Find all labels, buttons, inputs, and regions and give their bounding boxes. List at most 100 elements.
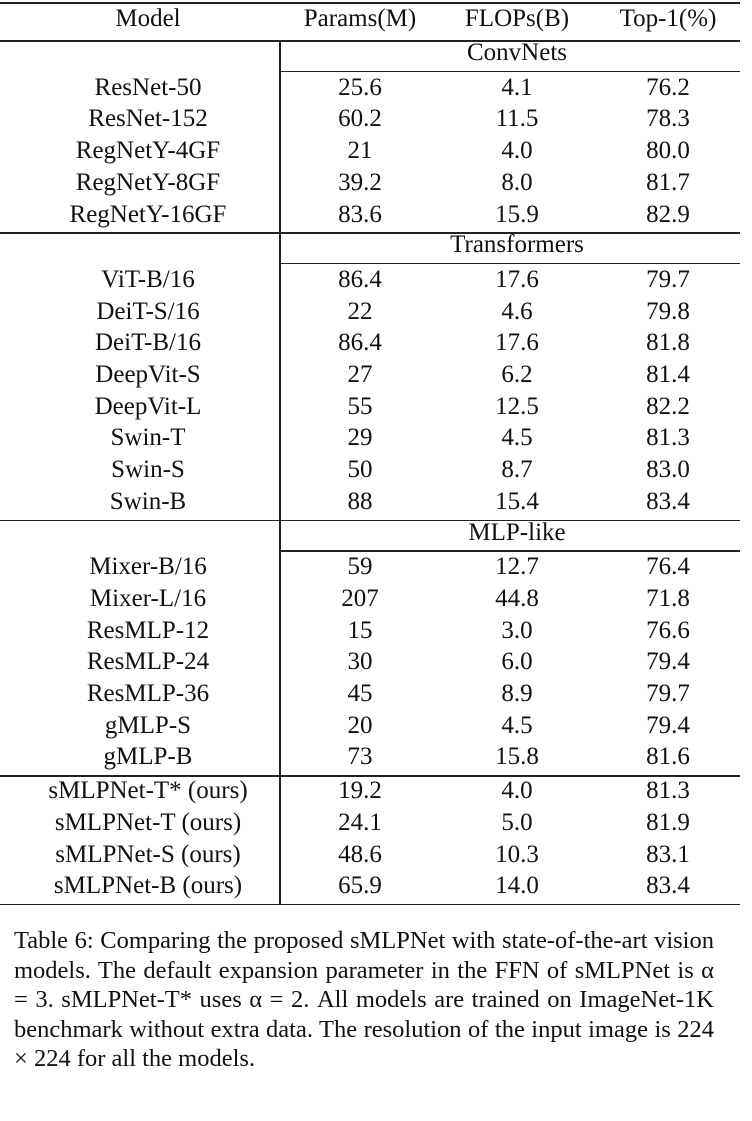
table-cell: 83.4 bbox=[646, 872, 690, 900]
table-cell: 81.6 bbox=[646, 743, 690, 771]
table-cell: 83.1 bbox=[646, 840, 690, 868]
rule bbox=[279, 262, 740, 265]
table-cell: 83.4 bbox=[646, 487, 690, 515]
table-cell: 207 bbox=[341, 584, 379, 612]
table-cell: ResMLP-12 bbox=[86, 616, 210, 644]
table-cell: RegNetY-16GF bbox=[69, 200, 227, 228]
group-label: Transformers bbox=[450, 231, 584, 259]
table-cell: 44.8 bbox=[495, 584, 539, 612]
table-cell: 22 bbox=[347, 297, 373, 325]
table-cell: DeepVit-S bbox=[95, 361, 201, 388]
table-cell: 45 bbox=[347, 680, 373, 707]
table-cell: 19.2 bbox=[338, 777, 382, 805]
table-cell: 79.4 bbox=[646, 648, 690, 676]
table-cell: 4.0 bbox=[501, 137, 533, 165]
table-cell: 81.3 bbox=[646, 777, 690, 805]
table-cell: Swin-T bbox=[110, 424, 186, 452]
table-cell: 11.5 bbox=[495, 105, 539, 133]
table-cell: 79.7 bbox=[646, 265, 690, 293]
group-label: ConvNets bbox=[467, 39, 567, 66]
table-cell: 81.7 bbox=[646, 168, 690, 196]
table-cell: 86.4 bbox=[338, 329, 382, 357]
rule bbox=[0, 775, 740, 777]
table-cell: 8.9 bbox=[501, 680, 533, 707]
table-cell: ResMLP-24 bbox=[86, 648, 210, 676]
table-cell: ResNet-152 bbox=[88, 105, 208, 133]
table-cell: 4.1 bbox=[501, 73, 533, 101]
table-cell: 81.8 bbox=[646, 329, 690, 357]
table-cell: 83.6 bbox=[338, 200, 382, 228]
table-cell: 15.4 bbox=[495, 487, 539, 515]
table-cell: 78.3 bbox=[646, 105, 690, 133]
table-cell: 88 bbox=[347, 487, 373, 515]
table-cell: DeiT-S/16 bbox=[96, 297, 200, 325]
table-cell: 5.0 bbox=[501, 808, 533, 836]
table-cell: 83.0 bbox=[646, 456, 690, 484]
table-cell: gMLP-S bbox=[104, 711, 192, 739]
table-cell: 10.3 bbox=[495, 840, 539, 868]
table-cell: RegNetY-4GF bbox=[75, 137, 221, 165]
table-cell: 15.8 bbox=[495, 743, 539, 771]
table-cell: 21 bbox=[347, 137, 373, 165]
table-cell: 71.8 bbox=[646, 584, 690, 612]
rule bbox=[0, 903, 740, 906]
table-cell: 6.2 bbox=[501, 361, 533, 388]
table-cell: 50 bbox=[347, 456, 373, 484]
table-cell: 81.9 bbox=[646, 808, 690, 836]
table-cell: 81.4 bbox=[646, 361, 690, 388]
table-cell: 76.2 bbox=[646, 73, 690, 101]
table-cell: ResNet-50 bbox=[94, 73, 202, 101]
table-cell: 15.9 bbox=[495, 200, 539, 228]
table-cell: 14.0 bbox=[495, 872, 539, 900]
table-cell: RegNetY-8GF bbox=[75, 168, 221, 196]
table-cell: 82.9 bbox=[646, 200, 690, 228]
rule bbox=[0, 2, 740, 4]
header-cell: Model bbox=[115, 5, 181, 32]
table-cell: sMLPNet-B (ours) bbox=[53, 872, 243, 900]
table-cell: 79.7 bbox=[646, 680, 690, 707]
table-cell: sMLPNet-T* (ours) bbox=[48, 777, 248, 805]
table-cell: 60.2 bbox=[338, 105, 382, 133]
table-cell: 6.0 bbox=[501, 648, 533, 676]
table-cell: 3.0 bbox=[501, 616, 533, 644]
table-cell: 65.9 bbox=[338, 872, 382, 900]
table-cell: 76.6 bbox=[646, 616, 690, 644]
rule bbox=[0, 519, 740, 521]
table-cell: 81.3 bbox=[646, 424, 690, 452]
rule bbox=[0, 40, 740, 42]
table-cell: sMLPNet-S (ours) bbox=[55, 840, 241, 868]
table-cell: Mixer-B/16 bbox=[89, 553, 207, 581]
table-cell: 8.7 bbox=[501, 456, 533, 484]
rule bbox=[279, 550, 740, 552]
header-cell: Params(M) bbox=[303, 5, 417, 32]
table-cell: 4.5 bbox=[501, 424, 533, 452]
table-cell: 76.4 bbox=[646, 553, 690, 581]
table-cell: 79.8 bbox=[646, 297, 690, 325]
table-cell: Mixer-L/16 bbox=[89, 584, 207, 612]
table-cell: 27 bbox=[347, 361, 373, 388]
rule bbox=[0, 232, 740, 234]
table-cell: 4.5 bbox=[501, 711, 533, 739]
table-cell: 4.0 bbox=[501, 777, 533, 805]
table-cell: ViT-B/16 bbox=[101, 265, 195, 293]
table-cell: 86.4 bbox=[338, 265, 382, 293]
rule bbox=[279, 70, 740, 73]
table-cell: Swin-B bbox=[109, 487, 187, 515]
header-cell: FLOPs(B) bbox=[464, 5, 570, 32]
table-cell: DeepVit-L bbox=[94, 392, 202, 420]
table-cell: Swin-S bbox=[111, 456, 185, 484]
caption: Table 6: Comparing the proposed sMLPNet … bbox=[14, 927, 714, 1073]
rule bbox=[279, 40, 281, 904]
table-cell: 25.6 bbox=[338, 73, 382, 101]
table-cell: 80.0 bbox=[646, 137, 690, 165]
table-cell: 29 bbox=[347, 424, 373, 452]
table-cell: 12.7 bbox=[495, 553, 539, 581]
table-cell: 73 bbox=[347, 743, 373, 771]
table-cell: 15 bbox=[347, 616, 373, 644]
table-cell: 20 bbox=[347, 711, 373, 739]
table-cell: 17.6 bbox=[495, 329, 539, 357]
table-cell: sMLPNet-T (ours) bbox=[54, 808, 242, 836]
table-cell: 4.6 bbox=[501, 297, 533, 325]
table-cell: 8.0 bbox=[501, 168, 533, 196]
